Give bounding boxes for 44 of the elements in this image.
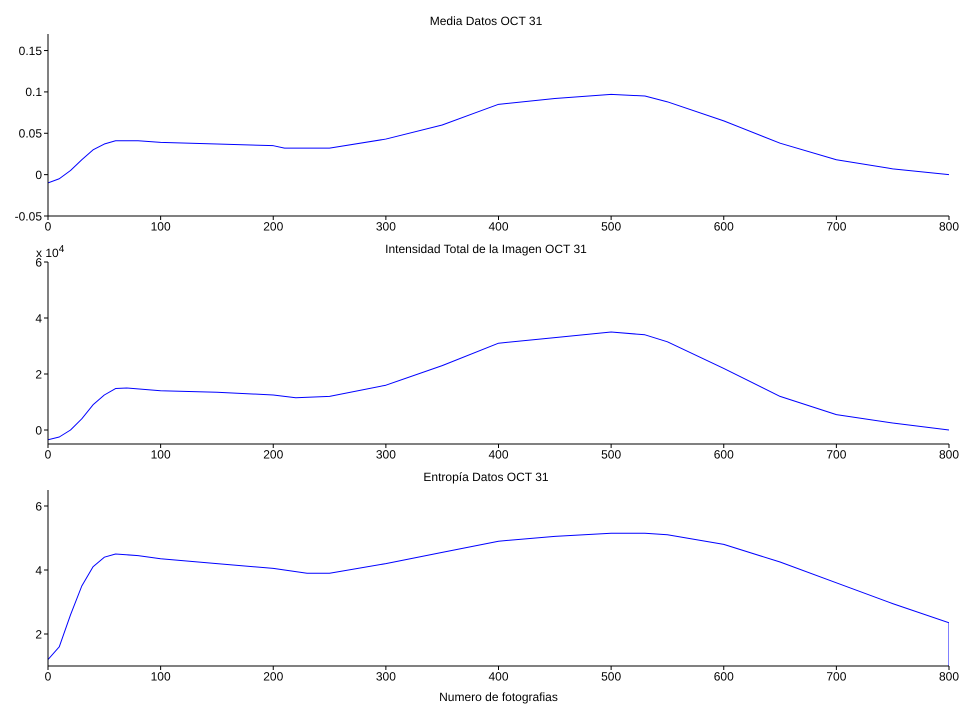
x-tick-label: 300 — [376, 670, 396, 684]
x-tick-label: 500 — [601, 220, 622, 234]
x-tick-label: 700 — [826, 670, 847, 684]
x-tick-label: 700 — [826, 220, 847, 234]
line-series — [48, 332, 949, 440]
line-series — [48, 94, 949, 184]
y-tick-label: 0 — [35, 168, 42, 182]
x-tick-label: 800 — [938, 448, 960, 462]
x-tick-label: 0 — [44, 448, 52, 462]
x-tick-label: 400 — [488, 670, 509, 684]
x-tick-label: 800 — [938, 670, 960, 684]
x-tick-label: 200 — [263, 220, 284, 234]
y-tick-label: 2 — [35, 627, 42, 642]
chart-title: Entropía Datos OCT 31 — [422, 470, 550, 484]
chart-title: Intensidad Total de la Imagen OCT 31 — [385, 242, 587, 256]
x-tick-label: 100 — [150, 670, 171, 684]
y-tick-label: 6 — [35, 499, 42, 514]
y-tick-label: 0 — [35, 423, 42, 438]
x-tick-label: 800 — [938, 220, 960, 234]
x-tick-label: 400 — [488, 220, 509, 234]
y-tick-label: 0.1 — [25, 85, 42, 100]
y-tick-label: 4 — [35, 311, 42, 326]
chart-title: Media Datos OCT 31 — [428, 14, 544, 28]
x-tick-label: 200 — [263, 448, 284, 462]
x-tick-label: 600 — [714, 220, 734, 234]
x-axis-title: Numero de fotografias — [438, 690, 559, 704]
x-tick-label: 100 — [150, 448, 171, 462]
x-tick-label: 500 — [601, 670, 622, 684]
x-tick-label: 0 — [44, 670, 52, 684]
x-tick-label: 200 — [263, 670, 284, 684]
y-tick-label: 2 — [35, 367, 42, 382]
x-tick-label: 300 — [376, 220, 396, 234]
x-tick-label: 300 — [376, 448, 396, 462]
y-tick-label: -0.05 — [14, 209, 42, 224]
y-tick-label: 0.15 — [18, 44, 42, 58]
x-tick-label: 400 — [488, 448, 509, 462]
x-tick-label: 500 — [601, 448, 622, 462]
x-tick-label: 0 — [44, 220, 52, 234]
x-tick-label: 600 — [714, 448, 734, 462]
y-tick-label: 0.05 — [18, 126, 42, 141]
x-tick-label: 600 — [714, 670, 734, 684]
y-tick-label: 4 — [35, 563, 42, 578]
x-tick-label: 100 — [150, 220, 171, 234]
x-tick-label: 700 — [826, 448, 847, 462]
